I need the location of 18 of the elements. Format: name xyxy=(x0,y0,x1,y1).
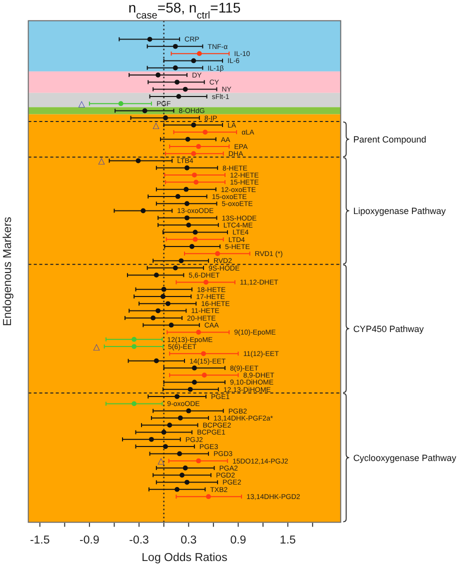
y-axis-title: Endogenous Markers xyxy=(2,216,14,326)
x-tick-label: -1.5 xyxy=(30,534,50,546)
annotation: △ xyxy=(158,456,165,467)
annotation: △ xyxy=(93,342,100,352)
x-tick-label: 0.9 xyxy=(230,534,246,546)
text: CYP450 Pathway xyxy=(353,324,424,334)
text: Parent Compound xyxy=(353,134,426,144)
x-tick-label: -0.9 xyxy=(80,534,100,546)
x-tick-label: -0.3 xyxy=(129,534,149,546)
chart-title: n$_{case}$=58, n$_{ctrl}$=115 xyxy=(128,0,241,21)
text: Lipoxygenase Pathway xyxy=(353,206,446,216)
text: Cyclooxygenase Pathway xyxy=(353,452,457,463)
x-tick-label: 1.5 xyxy=(280,534,296,546)
x-tick-label: 0.3 xyxy=(180,534,197,546)
x-axis-title: Log Odds Ratios xyxy=(142,552,228,564)
annotation: △ xyxy=(78,99,86,110)
annotation: △ xyxy=(152,120,160,131)
annotation: △ xyxy=(98,156,106,167)
